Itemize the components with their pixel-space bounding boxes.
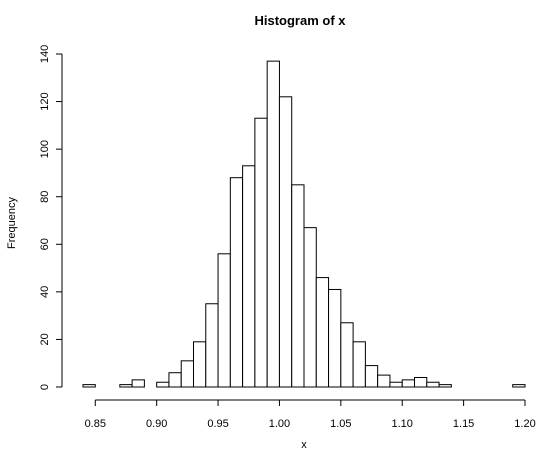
y-tick-label: 40 bbox=[39, 286, 51, 298]
histogram-bar bbox=[303, 227, 317, 388]
histogram-bar bbox=[438, 384, 452, 388]
histogram-bar bbox=[377, 374, 391, 388]
histogram-bar bbox=[426, 381, 440, 388]
x-tick-label: 0.90 bbox=[146, 418, 167, 430]
histogram-bar bbox=[180, 360, 195, 388]
x-tick-label: 0.85 bbox=[85, 418, 106, 430]
histogram-bar bbox=[156, 381, 170, 388]
histogram-bars bbox=[82, 60, 526, 388]
histogram-bar bbox=[82, 384, 96, 388]
chart-title: Histogram of x bbox=[254, 13, 346, 28]
histogram-bar bbox=[401, 379, 416, 388]
y-tick-label: 140 bbox=[39, 45, 51, 63]
histogram-bar bbox=[340, 322, 354, 388]
y-tick-label: 60 bbox=[39, 238, 51, 250]
x-axis: 0.85 0.90 0.95 1.00 1.05 1.10 1.15 1.20 bbox=[85, 399, 536, 430]
y-tick-label: 20 bbox=[39, 333, 51, 345]
histogram-bar bbox=[315, 277, 330, 388]
y-tick-label: 0 bbox=[39, 384, 51, 390]
x-tick-label: 1.15 bbox=[453, 418, 474, 430]
x-tick-label: 0.95 bbox=[207, 418, 228, 430]
histogram-bar bbox=[364, 365, 379, 388]
histogram-bar bbox=[278, 96, 293, 388]
histogram-bar bbox=[205, 303, 219, 388]
y-axis: 0 20 40 60 80 100 120 140 bbox=[39, 45, 63, 390]
histogram-bar bbox=[266, 60, 280, 388]
histogram-bar bbox=[254, 117, 268, 388]
histogram-bar bbox=[193, 341, 207, 388]
x-axis-label: x bbox=[301, 439, 307, 451]
x-tick-label: 1.05 bbox=[330, 418, 351, 430]
histogram-bar bbox=[414, 376, 428, 388]
histogram-bar bbox=[131, 379, 145, 388]
x-tick-label: 1.00 bbox=[269, 418, 290, 430]
histogram-bar bbox=[168, 372, 182, 388]
histogram-bar bbox=[242, 165, 256, 388]
y-tick-label: 100 bbox=[39, 140, 51, 158]
histogram-bar bbox=[352, 341, 366, 388]
histogram-bar bbox=[389, 381, 403, 388]
histogram-bar bbox=[119, 384, 133, 388]
y-axis-label: Frequency bbox=[6, 197, 18, 249]
histogram-bar bbox=[229, 177, 244, 388]
histogram-bar bbox=[217, 253, 231, 388]
histogram-bar bbox=[328, 288, 342, 388]
y-tick-label: 120 bbox=[39, 92, 51, 110]
x-tick-label: 1.10 bbox=[392, 418, 413, 430]
y-tick-label: 80 bbox=[39, 191, 51, 203]
histogram-bar bbox=[512, 384, 526, 388]
histogram-bar bbox=[291, 184, 305, 388]
x-tick-label: 1.20 bbox=[514, 418, 535, 430]
